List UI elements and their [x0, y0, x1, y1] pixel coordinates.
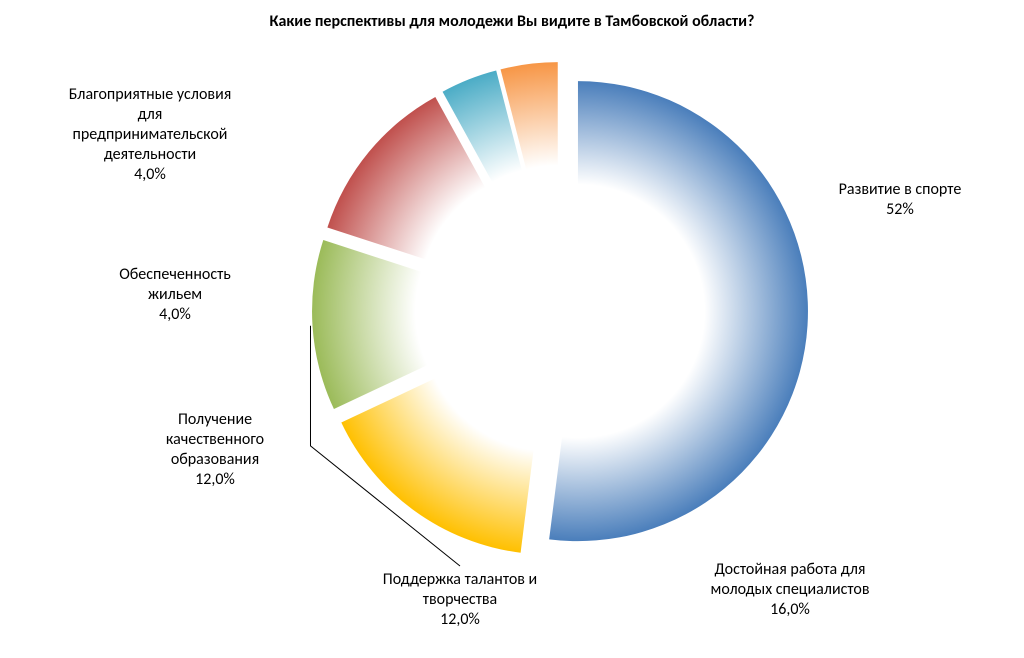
slice-label-line: 4,0%: [159, 305, 191, 324]
slice-label-line: 12,0%: [195, 470, 235, 489]
slice-label-line: деятельности: [104, 145, 196, 164]
slice-label-line: 16,0%: [770, 600, 810, 619]
slice-label-line: Получение: [178, 410, 252, 429]
slice-label: Получениекачественногообразования12,0%: [115, 410, 315, 490]
slice-label-line: предпринимательской: [73, 125, 228, 144]
slice-label-line: образования: [171, 450, 259, 469]
slice-label-line: молодых специалистов: [711, 580, 870, 599]
slice-label-line: жильем: [148, 285, 202, 304]
slice-label-line: для: [138, 105, 163, 124]
slice-label-line: 52%: [886, 200, 914, 219]
pie-slice: [549, 81, 808, 541]
slice-label-line: Поддержка талантов и: [383, 570, 537, 589]
slice-label-line: творчества: [423, 590, 497, 609]
slice-label-line: Достойная работа для: [715, 560, 866, 579]
slice-label: Развитие в спорте52%: [810, 180, 990, 220]
slice-label: Достойная работа длямолодых специалистов…: [680, 560, 900, 620]
pie-chart-container: Какие перспективы для молодежи Вы видите…: [0, 0, 1024, 658]
slice-label-line: Развитие в спорте: [839, 180, 962, 199]
slice-label: Обеспеченностьжильем4,0%: [85, 265, 265, 325]
slice-label-line: качественного: [166, 430, 264, 449]
slice-label: Благоприятные условиядляпредпринимательс…: [45, 85, 255, 185]
slice-label-line: Благоприятные условия: [69, 85, 232, 104]
slice-label: Поддержка талантов итворчества12,0%: [350, 570, 570, 630]
slice-label-line: Обеспеченность: [119, 265, 231, 284]
slice-label-line: 4,0%: [134, 165, 166, 184]
slice-label-line: 12,0%: [440, 610, 480, 629]
